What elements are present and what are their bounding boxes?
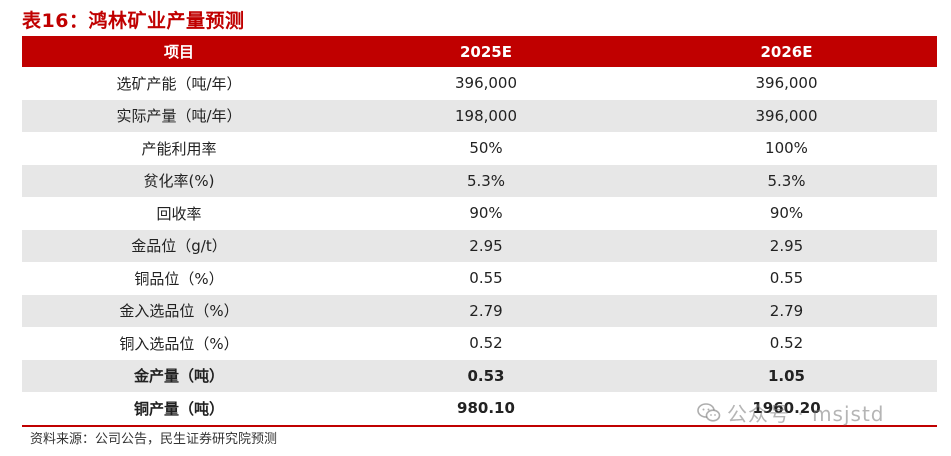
table-row: 金产量（吨） 0.53 1.05 <box>22 359 937 392</box>
row-label: 贫化率(%) <box>22 164 336 197</box>
table-row: 实际产量（吨/年） 198,000 396,000 <box>22 99 937 132</box>
value-2025e: 198,000 <box>336 99 636 132</box>
row-label: 产能利用率 <box>141 139 217 158</box>
row-label: 金品位（g/t） <box>22 229 336 262</box>
value-2025e: 0.52 <box>469 334 503 353</box>
table-row: 铜产量（吨） 980.10 1960.20 <box>22 392 937 427</box>
value-2026e: 396,000 <box>755 74 818 93</box>
forecast-table: 项目 2025E 2026E 选矿产能（吨/年） 396,000 396,000… <box>22 36 937 427</box>
value-2026e: 1960.20 <box>636 392 937 427</box>
table-row: 回收率 90% 90% <box>22 197 937 230</box>
header-2025e: 2025E <box>336 36 636 67</box>
value-2026e: 100% <box>765 139 808 158</box>
row-label: 铜入选品位（%） <box>119 334 239 353</box>
table-row: 选矿产能（吨/年） 396,000 396,000 <box>22 67 937 100</box>
row-label: 金入选品位（%） <box>22 294 336 327</box>
table-row: 贫化率(%) 5.3% 5.3% <box>22 164 937 197</box>
table-row: 产能利用率 50% 100% <box>22 132 937 165</box>
value-2026e: 0.52 <box>769 334 804 353</box>
header-item: 项目 <box>22 36 336 67</box>
value-2026e: 2.79 <box>636 294 937 327</box>
value-2026e: 0.55 <box>769 269 804 288</box>
header-2026e: 2026E <box>636 36 937 67</box>
wechat-icon <box>697 402 721 422</box>
value-2026e: 5.3% <box>636 164 937 197</box>
value-2025e: 396,000 <box>454 74 518 93</box>
row-label: 金产量（吨） <box>22 359 336 392</box>
value-2025e: 2.95 <box>336 229 636 262</box>
value-2026e: 1.05 <box>636 359 937 392</box>
table-header-row: 项目 2025E 2026E <box>22 36 937 67</box>
table-row: 铜入选品位（%） 0.52 0.52 <box>22 327 937 360</box>
value-2025e: 5.3% <box>336 164 636 197</box>
value-2026e: 396,000 <box>636 99 937 132</box>
value-2025e: 980.10 <box>336 392 636 427</box>
watermark-text: 公众号 · msjstd <box>727 402 885 426</box>
table-title: 表16：鸿林矿业产量预测 <box>22 10 245 32</box>
value-2025e: 2.79 <box>336 294 636 327</box>
row-label: 铜品位（%） <box>134 269 224 288</box>
value-2025e: 0.55 <box>469 269 503 288</box>
row-label: 铜产量（吨） <box>22 392 336 427</box>
row-label: 回收率 <box>156 204 202 223</box>
row-label: 选矿产能（吨/年） <box>116 74 242 93</box>
row-label: 实际产量（吨/年） <box>22 99 336 132</box>
watermark: 公众号 · msjstd <box>697 398 885 427</box>
value-2025e: 0.53 <box>336 359 636 392</box>
table-row: 金品位（g/t） 2.95 2.95 <box>22 229 937 262</box>
value-2025e: 50% <box>469 139 503 158</box>
table-row: 金入选品位（%） 2.79 2.79 <box>22 294 937 327</box>
value-2025e: 90% <box>469 204 503 223</box>
table-row: 铜品位（%） 0.55 0.55 <box>22 262 937 295</box>
value-2026e: 90% <box>769 204 804 223</box>
value-2026e: 2.95 <box>636 229 937 262</box>
source-note: 资料来源：公司公告，民生证券研究院预测 <box>30 432 278 447</box>
